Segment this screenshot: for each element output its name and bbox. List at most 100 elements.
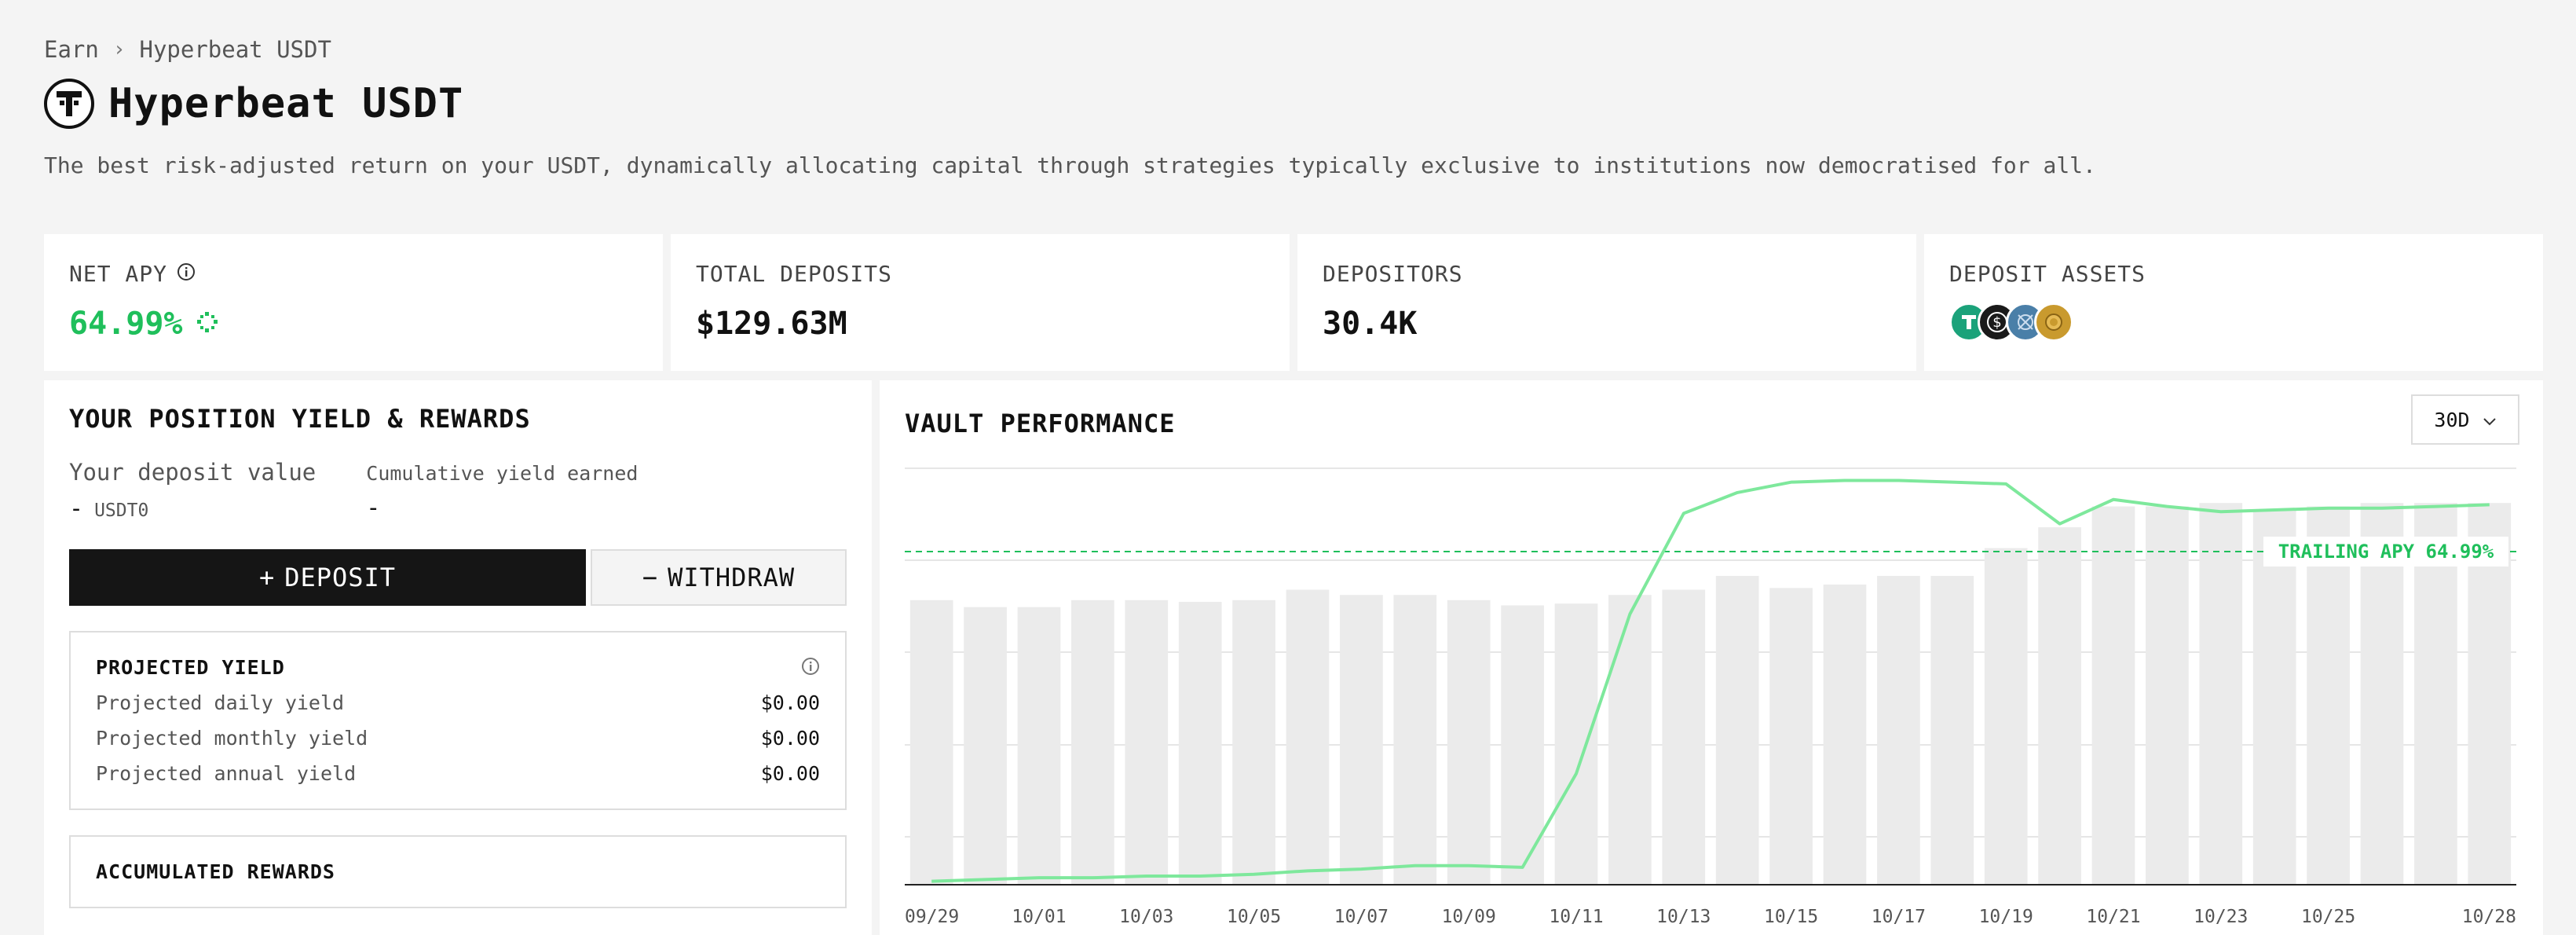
chart-bar bbox=[1232, 600, 1275, 885]
chart-bar bbox=[1125, 600, 1169, 885]
page-description: The best risk-adjusted return on your US… bbox=[44, 152, 2096, 178]
info-icon[interactable] bbox=[177, 261, 196, 287]
chart-bar bbox=[1877, 575, 1920, 885]
chart-bar bbox=[2091, 506, 2135, 885]
chart-bar bbox=[1393, 595, 1437, 885]
deposit-value: - bbox=[69, 495, 84, 522]
stat-depositors: DEPOSITORS 30.4K bbox=[1297, 234, 1916, 371]
deposit-value-label: Your deposit value bbox=[69, 459, 317, 486]
chart-bar bbox=[1769, 588, 1813, 885]
chart-bar bbox=[964, 607, 1007, 885]
apy-series-line bbox=[931, 478, 2490, 883]
x-tick-label: 10/09 bbox=[1442, 907, 1496, 927]
deposit-assets-list: $ bbox=[1949, 302, 2518, 342]
chart-bar bbox=[2307, 506, 2350, 885]
position-title: YOUR POSITION YIELD & REWARDS bbox=[69, 404, 531, 434]
minus-icon: − bbox=[642, 563, 659, 592]
title-row: Hyperbeat USDT bbox=[44, 79, 463, 129]
projected-annual-row: Projected annual yield $0.00 bbox=[96, 762, 820, 785]
chart-bar bbox=[909, 600, 953, 885]
vault-logo-icon bbox=[44, 79, 94, 129]
projected-yield-box: PROJECTED YIELD Projected daily yield $0… bbox=[69, 631, 847, 810]
chart-bar bbox=[1447, 600, 1491, 885]
depositors-label: DEPOSITORS bbox=[1323, 261, 1463, 287]
chart-bar bbox=[2360, 503, 2404, 885]
breadcrumb: Earn › Hyperbeat USDT bbox=[44, 36, 331, 63]
chevron-down-icon bbox=[2483, 409, 2497, 431]
chart-bar bbox=[2199, 503, 2243, 885]
deposit-assets-label: DEPOSIT ASSETS bbox=[1949, 261, 2146, 287]
chart-bar bbox=[1984, 548, 2028, 885]
stat-deposit-assets: DEPOSIT ASSETS $ bbox=[1924, 234, 2543, 371]
chart-bar bbox=[1715, 575, 1759, 885]
net-apy-value: 64.99% bbox=[69, 306, 183, 342]
chart-bar bbox=[1178, 602, 1222, 885]
x-tick-label: 10/05 bbox=[1227, 907, 1281, 927]
chevron-right-icon: › bbox=[112, 38, 126, 61]
chart-bar bbox=[1071, 600, 1114, 885]
x-tick-label: 10/28 bbox=[2462, 907, 2516, 927]
x-tick-label: 10/13 bbox=[1656, 907, 1711, 927]
gold-token-icon bbox=[2034, 302, 2073, 342]
total-deposits-label: TOTAL DEPOSITS bbox=[696, 261, 893, 287]
withdraw-button[interactable]: − WITHDRAW bbox=[591, 549, 847, 606]
cumulative-yield-value: - bbox=[366, 494, 381, 522]
vault-performance-chart: TRAILING APY 64.99% 09/29 10/01 10/03 10/05 1… bbox=[905, 468, 2516, 927]
position-panel: YOUR POSITION YIELD & REWARDS Your depos… bbox=[44, 380, 872, 935]
x-tick-label: 10/21 bbox=[2086, 907, 2140, 927]
chart-bar bbox=[1662, 589, 1706, 885]
projected-yield-title: PROJECTED YIELD bbox=[96, 656, 285, 679]
accumulated-rewards-box: ACCUMULATED REWARDS bbox=[69, 835, 847, 908]
breadcrumb-earn-link[interactable]: Earn bbox=[44, 36, 99, 63]
chart-bar bbox=[2252, 510, 2296, 885]
deposit-value-block: Your deposit value - USDT0 bbox=[69, 459, 316, 522]
stats-row: NET APY 64.99% TOTAL DEPOSITS $129.63M D… bbox=[44, 234, 2543, 371]
chart-bar bbox=[1501, 605, 1544, 885]
range-select[interactable]: 30D bbox=[2411, 394, 2519, 445]
chart-bar bbox=[1017, 607, 1061, 885]
page-title: Hyperbeat USDT bbox=[108, 80, 464, 127]
chart-bar bbox=[2038, 527, 2081, 885]
breadcrumb-current: Hyperbeat USDT bbox=[139, 36, 331, 63]
chart-bar bbox=[2146, 506, 2189, 885]
trailing-apy-label: TRAILING APY 64.99% bbox=[2278, 541, 2494, 563]
trailing-apy-label-bg bbox=[2263, 537, 2508, 566]
chart-bar bbox=[2414, 503, 2457, 885]
x-tick-label: 10/11 bbox=[1549, 907, 1603, 927]
x-tick-label: 10/23 bbox=[2194, 907, 2248, 927]
stat-net-apy: NET APY 64.99% bbox=[44, 234, 663, 371]
svg-text:$: $ bbox=[1992, 314, 2001, 331]
chart-bar bbox=[1554, 603, 1598, 885]
projected-monthly-row: Projected monthly yield $0.00 bbox=[96, 727, 820, 750]
x-tick-label: 10/17 bbox=[1872, 907, 1926, 927]
x-tick-label: 10/25 bbox=[2301, 907, 2355, 927]
chart-bar bbox=[1340, 595, 1383, 885]
x-tick-label: 10/07 bbox=[1334, 907, 1389, 927]
projected-daily-row: Projected daily yield $0.00 bbox=[96, 691, 820, 714]
total-deposits-value: $129.63M bbox=[696, 306, 847, 342]
chart-bar bbox=[2468, 503, 2512, 885]
range-value: 30D bbox=[2434, 408, 2470, 431]
chart-bar bbox=[1930, 575, 1974, 885]
chart-bar bbox=[1823, 584, 1867, 885]
x-tick-label: 10/01 bbox=[1012, 907, 1066, 927]
sparkle-icon bbox=[196, 306, 219, 342]
deposit-unit: USDT0 bbox=[94, 500, 149, 521]
cumulative-yield-label: Cumulative yield earned bbox=[366, 462, 639, 485]
x-tick-label: 10/15 bbox=[1764, 907, 1818, 927]
depositors-value: 30.4K bbox=[1323, 306, 1418, 342]
plus-icon: + bbox=[258, 563, 276, 592]
net-apy-label: NET APY bbox=[69, 261, 168, 287]
chart-bar bbox=[1286, 589, 1330, 885]
x-tick-label: 09/29 bbox=[905, 907, 959, 927]
vault-performance-title: VAULT PERFORMANCE bbox=[905, 409, 1176, 438]
cumulative-yield-block: Cumulative yield earned - bbox=[366, 459, 638, 522]
deposit-button[interactable]: + DEPOSIT bbox=[69, 549, 586, 606]
vault-performance-panel: VAULT PERFORMANCE 30D TRAILING APY 64.99… bbox=[880, 380, 2543, 935]
accumulated-rewards-title: ACCUMULATED REWARDS bbox=[96, 860, 335, 883]
x-tick-label: 10/03 bbox=[1119, 907, 1173, 927]
stat-total-deposits: TOTAL DEPOSITS $129.63M bbox=[671, 234, 1290, 371]
info-icon[interactable] bbox=[801, 657, 820, 679]
chart-bar bbox=[1608, 595, 1652, 885]
x-tick-label: 10/19 bbox=[1979, 907, 2033, 927]
